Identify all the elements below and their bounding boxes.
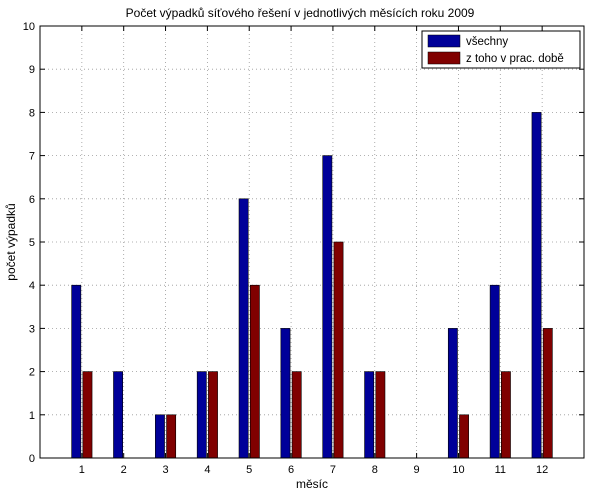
x-tick-label: 7 <box>330 464 336 476</box>
y-tick-label: 9 <box>29 64 35 76</box>
x-tick-label: 8 <box>372 464 378 476</box>
legend-swatch-vsechny <box>427 34 461 48</box>
chart-title: Počet výpadků síťového řešení v jednotli… <box>126 6 475 20</box>
x-tick-label: 11 <box>495 464 506 476</box>
bar-prac-dobe <box>208 371 218 459</box>
y-tick-label: 6 <box>29 194 35 206</box>
bar-vsechny <box>155 414 165 459</box>
bar-prac-dobe <box>333 241 344 459</box>
grid-lines <box>40 26 584 458</box>
y-axis-label: počet výpadků <box>4 203 18 280</box>
legend: všechny z toho v prac. době <box>421 30 581 69</box>
x-tick-label: 5 <box>246 464 252 476</box>
legend-label-prac-dobe: z toho v prac. době <box>466 53 564 65</box>
x-tick-label: 4 <box>204 464 210 476</box>
x-tick-label: 3 <box>162 464 168 476</box>
bar-prac-dobe <box>82 371 93 459</box>
x-tick-label: 2 <box>121 464 127 476</box>
bars <box>71 112 553 459</box>
bar-prac-dobe <box>249 284 260 459</box>
bar-prac-dobe <box>291 371 302 459</box>
y-tick-label: 0 <box>29 453 35 465</box>
bar-vsechny <box>364 371 375 459</box>
bar-prac-dobe <box>501 371 511 459</box>
x-tick-label: 10 <box>452 464 464 476</box>
y-tick-label: 3 <box>29 323 35 335</box>
x-tick-label: 6 <box>288 464 294 476</box>
bar-vsechny <box>322 155 333 459</box>
x-axis-ticks: 1 2 3 4 5 6 7 8 9 10 11 12 <box>79 26 548 476</box>
y-tick-label: 4 <box>29 280 35 292</box>
bar-prac-dobe <box>542 328 553 459</box>
bar-vsechny <box>196 371 207 459</box>
y-tick-label: 5 <box>29 237 35 249</box>
x-axis-label: měsíc <box>296 477 328 491</box>
bar-vsechny <box>113 371 123 459</box>
y-tick-label: 1 <box>29 410 35 422</box>
x-tick-label: 9 <box>414 464 420 476</box>
y-tick-label: 2 <box>29 367 35 379</box>
bar-vsechny <box>489 284 500 459</box>
bar-vsechny <box>280 328 291 459</box>
legend-swatch-prac-dobe <box>427 51 461 65</box>
bar-vsechny <box>531 112 542 459</box>
legend-label-vsechny: všechny <box>466 36 508 48</box>
bar-vsechny <box>238 198 249 459</box>
x-tick-label: 12 <box>536 464 548 476</box>
x-tick-label: 1 <box>79 464 85 476</box>
bar-prac-dobe <box>166 414 177 459</box>
bar-vsechny <box>447 328 458 459</box>
y-axis-ticks: 0 1 2 3 4 5 6 7 8 9 10 <box>23 21 584 465</box>
y-tick-label: 10 <box>23 21 35 33</box>
bar-vsechny <box>71 284 82 459</box>
y-tick-label: 8 <box>29 107 35 119</box>
y-tick-label: 7 <box>29 151 35 163</box>
bar-prac-dobe <box>375 371 386 459</box>
bar-prac-dobe <box>459 414 469 459</box>
